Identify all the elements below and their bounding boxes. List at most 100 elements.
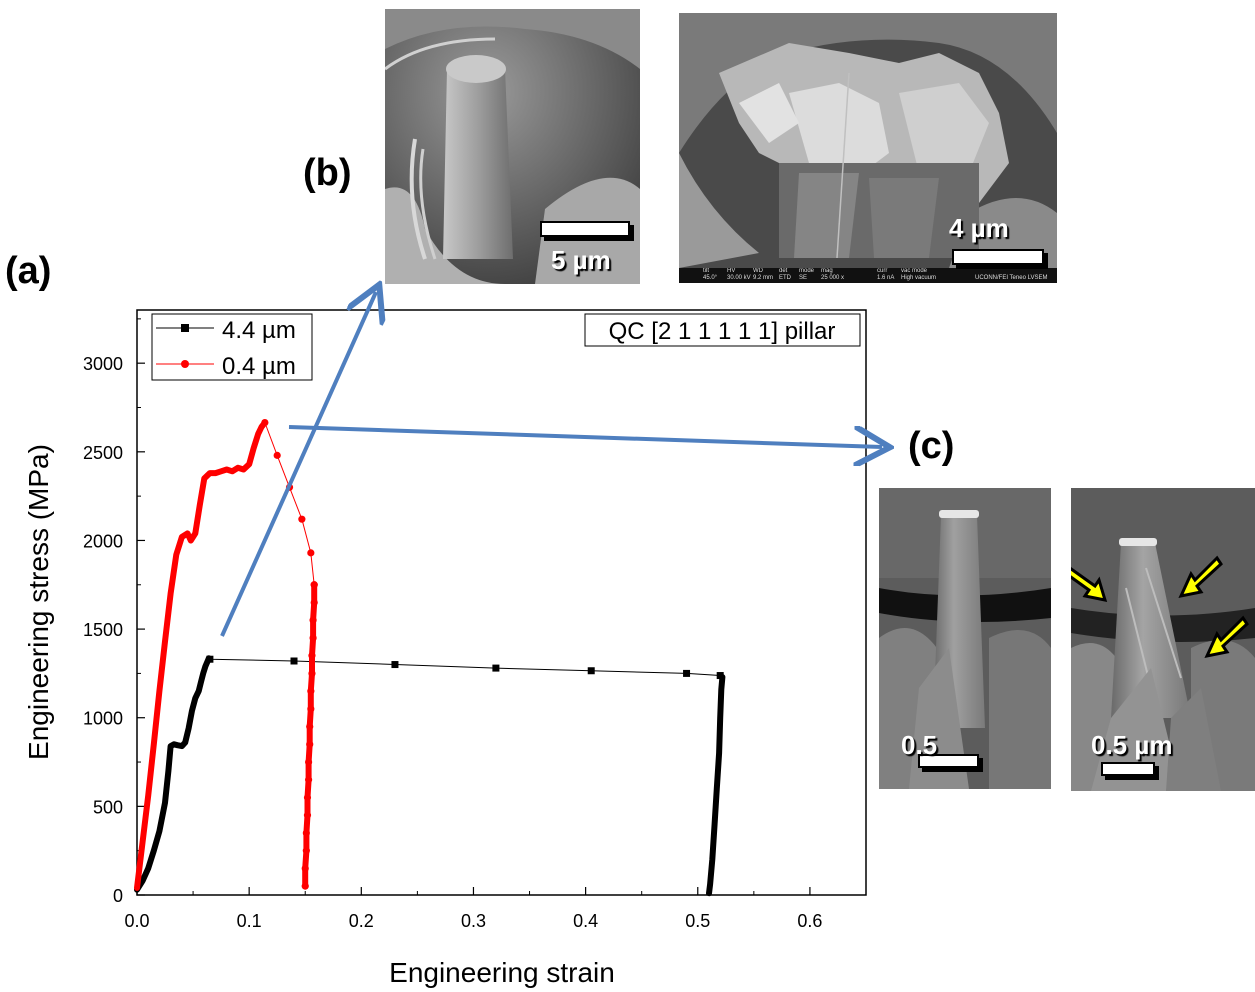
y-tick-label: 3000 <box>83 354 123 374</box>
chart-annotation: QC [2 1 1 1 1 1] pillar <box>609 318 836 345</box>
databar-det: det <box>779 268 788 274</box>
series-dense-markers <box>706 674 726 897</box>
x-axis-ticks: 0.0 0.1 0.2 0.3 0.4 0.5 0.6 <box>124 887 867 931</box>
series-red <box>134 418 318 891</box>
databar-mag: mag <box>821 268 833 274</box>
series-dense-markers <box>302 581 318 890</box>
data-point <box>309 634 317 642</box>
y-axis-label: Engineering stress (MPa) <box>23 444 54 760</box>
y-axis-ticks: 0 500 1000 1500 2000 2500 3000 <box>83 318 145 906</box>
data-point <box>391 661 399 669</box>
scale-label: 0.5 <box>901 730 938 760</box>
databar-mag-val: 25 000 x <box>821 275 845 281</box>
data-point <box>307 549 315 557</box>
data-point <box>273 451 281 459</box>
arrow-to-panel-b <box>220 292 376 637</box>
sem-image-b-left: 5 µm <box>385 9 640 284</box>
annotation-box <box>584 313 861 347</box>
data-point <box>307 687 315 695</box>
scale-bar <box>540 221 630 237</box>
x-tick-label: 0.0 <box>124 911 149 931</box>
y-tick-label: 0 <box>113 886 123 906</box>
legend-marker-black <box>181 324 189 332</box>
sem-b-right-picture <box>679 13 1057 283</box>
databar-hv-val: 30.00 kV <box>727 275 751 281</box>
series-line <box>136 657 723 894</box>
x-tick-label: 0.4 <box>573 911 598 931</box>
data-point <box>298 515 306 523</box>
databar-vacmode: vac mode <box>901 268 928 274</box>
data-point <box>492 664 500 672</box>
data-point <box>303 793 312 802</box>
data-point <box>716 672 724 680</box>
data-point <box>304 776 313 784</box>
data-point <box>290 657 298 665</box>
databar-hv: HV <box>727 268 736 274</box>
databar-det-val: ETD <box>779 275 791 281</box>
data-point <box>261 418 269 427</box>
data-point <box>301 864 309 873</box>
legend-marker-red <box>181 360 189 368</box>
data-point <box>310 598 318 607</box>
series-dense-markers <box>134 419 268 891</box>
data-point <box>587 667 595 675</box>
scale-bar <box>952 249 1044 265</box>
legend-box <box>151 313 313 381</box>
data-point <box>206 655 214 663</box>
databar-mode-val: SE <box>799 275 808 281</box>
slip-band-arrow <box>1071 555 1249 659</box>
x-tick-label: 0.6 <box>797 911 822 931</box>
data-point <box>307 705 315 713</box>
scale-label: 4 µm <box>949 213 1009 243</box>
data-point <box>310 581 318 589</box>
data-point <box>310 581 318 589</box>
plot-frame <box>136 309 867 896</box>
y-tick-label: 2500 <box>83 443 123 463</box>
x-tick-label: 0.3 <box>461 911 486 931</box>
sem-image-c-right: 0.5 µm <box>1071 488 1255 791</box>
sem-c-left-picture <box>879 488 1051 789</box>
x-axis-label: Engineering strain <box>389 957 615 988</box>
x-tick-label: 0.1 <box>237 911 262 931</box>
sem-c-right-picture <box>1071 488 1255 791</box>
scale-label: 5 µm <box>551 245 611 275</box>
sem-databar: tilt HV WD det mode mag curr vac mode 45… <box>679 268 1057 283</box>
data-point <box>306 722 314 731</box>
sem-image-b-right: tilt HV WD det mode mag curr vac mode 45… <box>679 13 1057 283</box>
panel-label-c: (c) <box>908 425 955 467</box>
databar-tilt: tilt <box>703 268 709 274</box>
data-point <box>683 669 691 677</box>
legend-label-black: 4.4 µm <box>222 317 296 344</box>
data-point <box>302 829 310 837</box>
y-tick-label: 500 <box>93 797 123 817</box>
data-point <box>301 882 309 890</box>
panel-label-a: (a) <box>5 250 52 292</box>
series-black <box>134 655 726 897</box>
databar-wd: WD <box>753 268 763 274</box>
data-point <box>308 652 316 660</box>
scale-bar <box>1101 762 1155 776</box>
sem-image-c-left: 0.5 <box>879 488 1051 789</box>
scale-label: 0.5 µm <box>1091 730 1173 760</box>
series-line <box>136 421 315 888</box>
databar-curr-val: 1.6 nA <box>877 275 895 281</box>
sem-b-left-picture <box>385 9 640 284</box>
series-layer <box>134 418 726 897</box>
data-point <box>308 669 316 678</box>
y-tick-label: 1000 <box>83 709 123 729</box>
data-point <box>302 847 310 855</box>
legend-label-red: 0.4 µm <box>222 353 296 380</box>
databar-curr: curr <box>877 268 888 274</box>
x-tick-label: 0.2 <box>349 911 374 931</box>
y-tick-label: 1500 <box>83 620 123 640</box>
series-dense-markers <box>134 655 213 893</box>
databar-wd-val: 9.2 mm <box>753 275 774 281</box>
databar-vacmode-val: High vacuum <box>901 275 937 281</box>
x-tick-label: 0.5 <box>685 911 710 931</box>
y-tick-label: 2000 <box>83 531 123 551</box>
data-point <box>306 740 314 748</box>
arrow-to-panel-c <box>288 425 882 447</box>
databar-mode: mode <box>799 268 815 274</box>
databar-institution: UCONN/FEI Teneo LVSEM <box>975 275 1048 281</box>
data-point <box>303 811 312 819</box>
